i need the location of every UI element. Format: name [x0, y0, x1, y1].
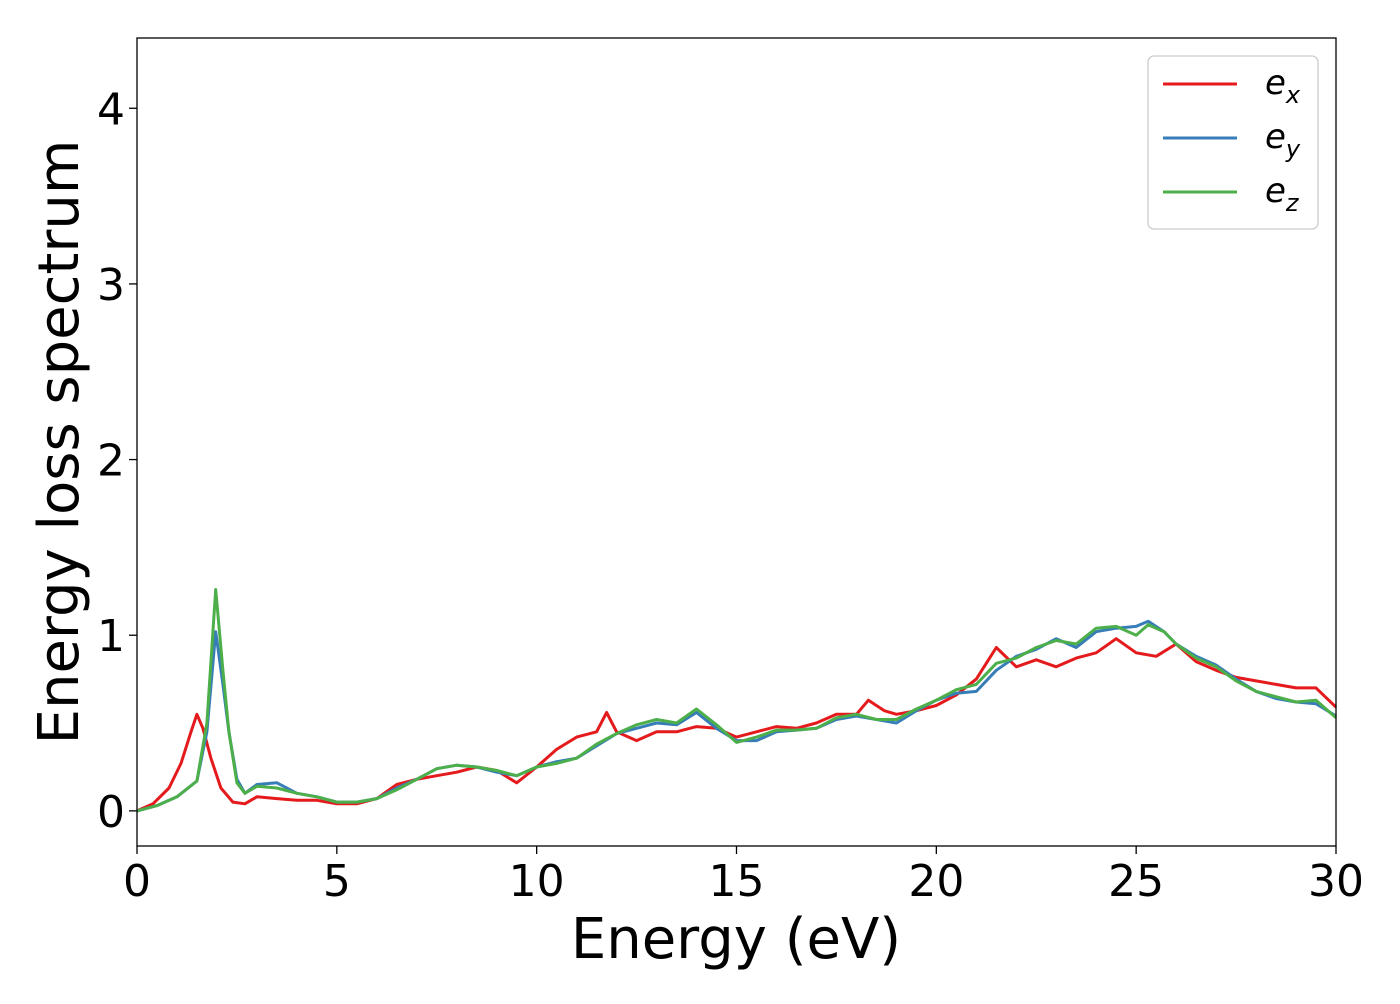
y-tick-label: 1: [97, 611, 125, 662]
x-tick-label: 25: [1108, 856, 1164, 907]
y-tick-label: 3: [97, 260, 125, 311]
y-tick-label: 2: [97, 436, 125, 487]
x-tick-label: 20: [908, 856, 964, 907]
x-tick-label: 10: [509, 856, 565, 907]
series-layer: [136, 588, 1338, 813]
series-line-x: [136, 637, 1338, 813]
x-tick-label: 15: [709, 856, 765, 907]
y-axis-label: Energy loss spectrum: [27, 140, 92, 745]
x-axis-label: Energy (eV): [571, 907, 901, 972]
legend-label-subscript: z: [1285, 189, 1300, 217]
legend-label-subscript: y: [1285, 135, 1301, 163]
x-tick-label: 5: [323, 856, 351, 907]
x-tick-label: 30: [1308, 856, 1364, 907]
legend-label-y: ey: [1265, 117, 1301, 163]
legend-label-z: ez: [1265, 171, 1300, 217]
y-tick-label: 0: [97, 787, 125, 838]
x-tick-label: 0: [123, 856, 151, 907]
legend-label-base: e: [1265, 63, 1286, 103]
legend-label-base: e: [1265, 171, 1286, 211]
legend-label-base: e: [1265, 117, 1286, 157]
series-line-y: [136, 619, 1337, 813]
legend-label-subscript: x: [1285, 81, 1301, 109]
legend-box: [1147, 55, 1319, 230]
series-line-z: [136, 588, 1337, 813]
ticks-layer: 0 5 10 15 20 25 30 0 1 2 3 4: [97, 84, 1364, 907]
legend-label-x: ex: [1265, 63, 1301, 109]
y-tick-label: 4: [97, 84, 125, 135]
